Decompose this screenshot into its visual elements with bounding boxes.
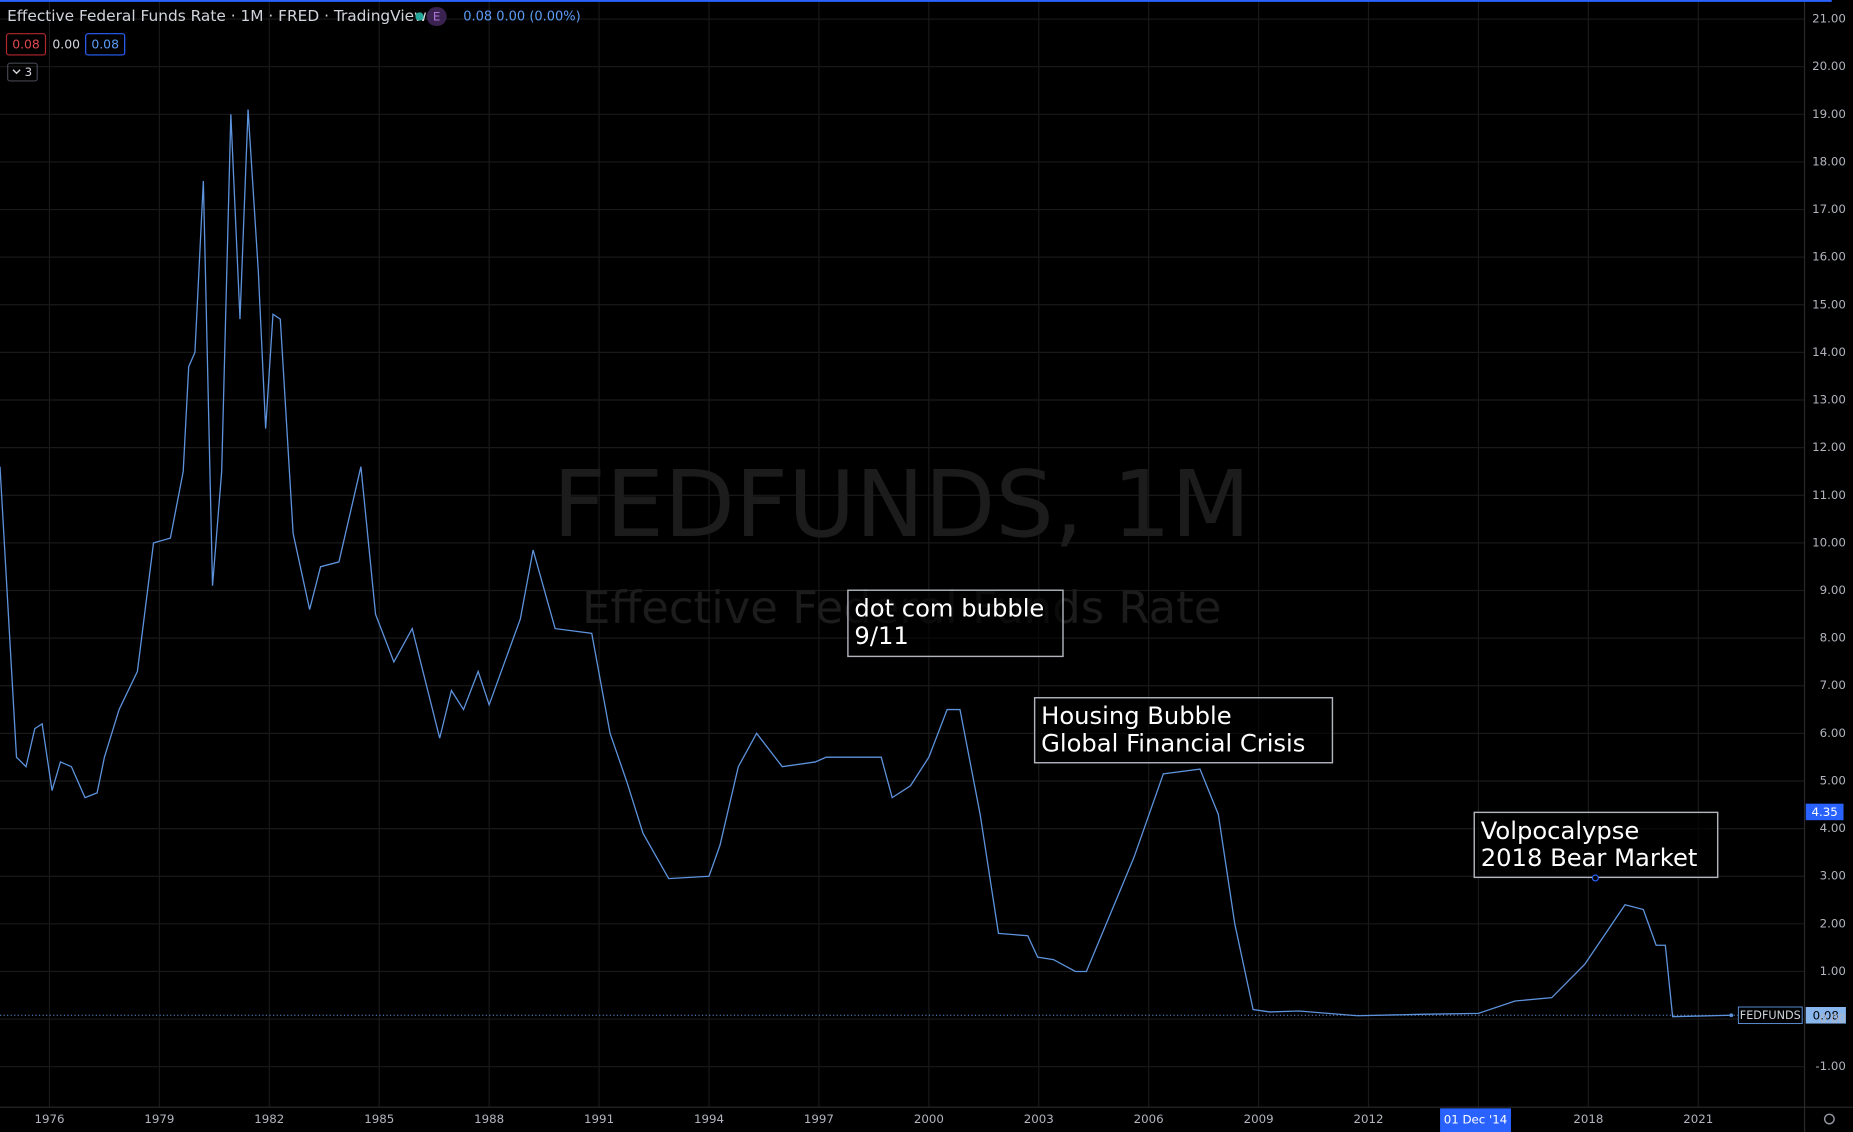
- y-tick-label: 14.00: [1812, 345, 1846, 359]
- badge-label: E: [433, 10, 440, 24]
- settings-icon[interactable]: [1823, 1113, 1835, 1125]
- status-dot: [415, 12, 424, 21]
- ohlc-value: 0.08: [12, 36, 40, 51]
- y-tick-label: 19.00: [1812, 107, 1846, 121]
- crosshair-price-label: 4.35: [1811, 805, 1837, 819]
- last-value-label: 0.08: [1813, 1008, 1839, 1022]
- x-tick-label: 1982: [254, 1112, 284, 1126]
- y-tick-label: 13.00: [1812, 393, 1846, 407]
- ohlc-value: 0.08: [91, 36, 119, 51]
- header-change: 0.08 0.00 (0.00%): [463, 10, 580, 25]
- annotation-text: dot com bubble: [854, 595, 1044, 623]
- y-tick-label: 18.00: [1812, 154, 1846, 168]
- annotation-text: Housing Bubble: [1041, 702, 1232, 730]
- annotation-text: Global Financial Crisis: [1041, 729, 1305, 757]
- y-tick-label: 4.00: [1820, 821, 1846, 835]
- x-tick-label: 1997: [804, 1112, 834, 1126]
- annotation-text: 9/11: [854, 622, 908, 650]
- series-line: [0, 109, 1732, 1018]
- ohlc-value: 0.00: [52, 36, 80, 51]
- x-tick-label: 1994: [694, 1112, 724, 1126]
- y-tick-label: 6.00: [1820, 726, 1846, 740]
- y-tick-label: 2.00: [1820, 916, 1846, 930]
- crosshair-date-box: [1440, 1108, 1511, 1132]
- x-tick-label: 2021: [1683, 1112, 1713, 1126]
- last-value-box: [1805, 1007, 1846, 1024]
- x-tick-label: 2006: [1134, 1112, 1164, 1126]
- y-tick-label: 11.00: [1812, 488, 1846, 502]
- y-tick-label: 5.00: [1820, 773, 1846, 787]
- watermark: FEDFUNDS, 1M: [553, 450, 1251, 558]
- annotation-box: [1033, 697, 1334, 764]
- x-tick-label: 1976: [34, 1112, 64, 1126]
- chart-title[interactable]: Effective Federal Funds Rate · 1M · FRED…: [7, 7, 427, 25]
- x-tick-label: 1985: [364, 1112, 394, 1126]
- annotation-handle: [1591, 874, 1599, 882]
- y-tick-label: 21.00: [1812, 12, 1846, 26]
- annotation-text: Volpocalypse: [1481, 817, 1640, 845]
- ohlc-box: [5, 33, 47, 56]
- grid: [0, 0, 1805, 1108]
- y-tick-label: 0.00: [1820, 1012, 1846, 1026]
- x-tick-label: 1991: [584, 1112, 614, 1126]
- annotation-text: 2018 Bear Market: [1481, 844, 1698, 872]
- y-tick-label: 3.00: [1820, 869, 1846, 883]
- y-tick-label: 8.00: [1820, 631, 1846, 645]
- y-tick-label: 1.00: [1820, 964, 1846, 978]
- annotation-box: [1473, 811, 1719, 879]
- chevron-icon: [12, 69, 21, 75]
- y-tick-label: 15.00: [1812, 297, 1846, 311]
- x-tick-label: 2000: [914, 1112, 944, 1126]
- annotation-box: [847, 589, 1064, 658]
- indicator-count: 3: [25, 65, 33, 79]
- y-tick-label: -1.00: [1815, 1059, 1846, 1073]
- x-tick-label: 1979: [144, 1112, 174, 1126]
- y-tick-label: 10.00: [1812, 535, 1846, 549]
- y-tick-label: 7.00: [1820, 678, 1846, 692]
- y-tick-label: 17.00: [1812, 202, 1846, 216]
- y-tick-label: 16.00: [1812, 250, 1846, 264]
- x-tick-label: 2018: [1573, 1112, 1603, 1126]
- series-legend-box: [1737, 1006, 1803, 1025]
- y-tick-label: 20.00: [1812, 59, 1846, 73]
- crosshair-price-box: [1805, 803, 1844, 821]
- crosshair-date-label: 01 Dec '14: [1444, 1113, 1508, 1127]
- x-tick-label: 1988: [474, 1112, 504, 1126]
- y-tick-label: 9.00: [1820, 583, 1846, 597]
- x-tick-label: 2003: [1024, 1112, 1054, 1126]
- ohlc-box: [85, 33, 126, 56]
- series-legend-label: FEDFUNDS: [1740, 1009, 1801, 1022]
- y-tick-label: 12.00: [1812, 440, 1846, 454]
- indicator-toggle[interactable]: [7, 62, 38, 82]
- plot: FEDFUNDS 0.08: [0, 109, 1846, 1025]
- badge[interactable]: [426, 7, 447, 26]
- x-tick-label: 2012: [1354, 1112, 1384, 1126]
- x-tick-label: 2009: [1244, 1112, 1274, 1126]
